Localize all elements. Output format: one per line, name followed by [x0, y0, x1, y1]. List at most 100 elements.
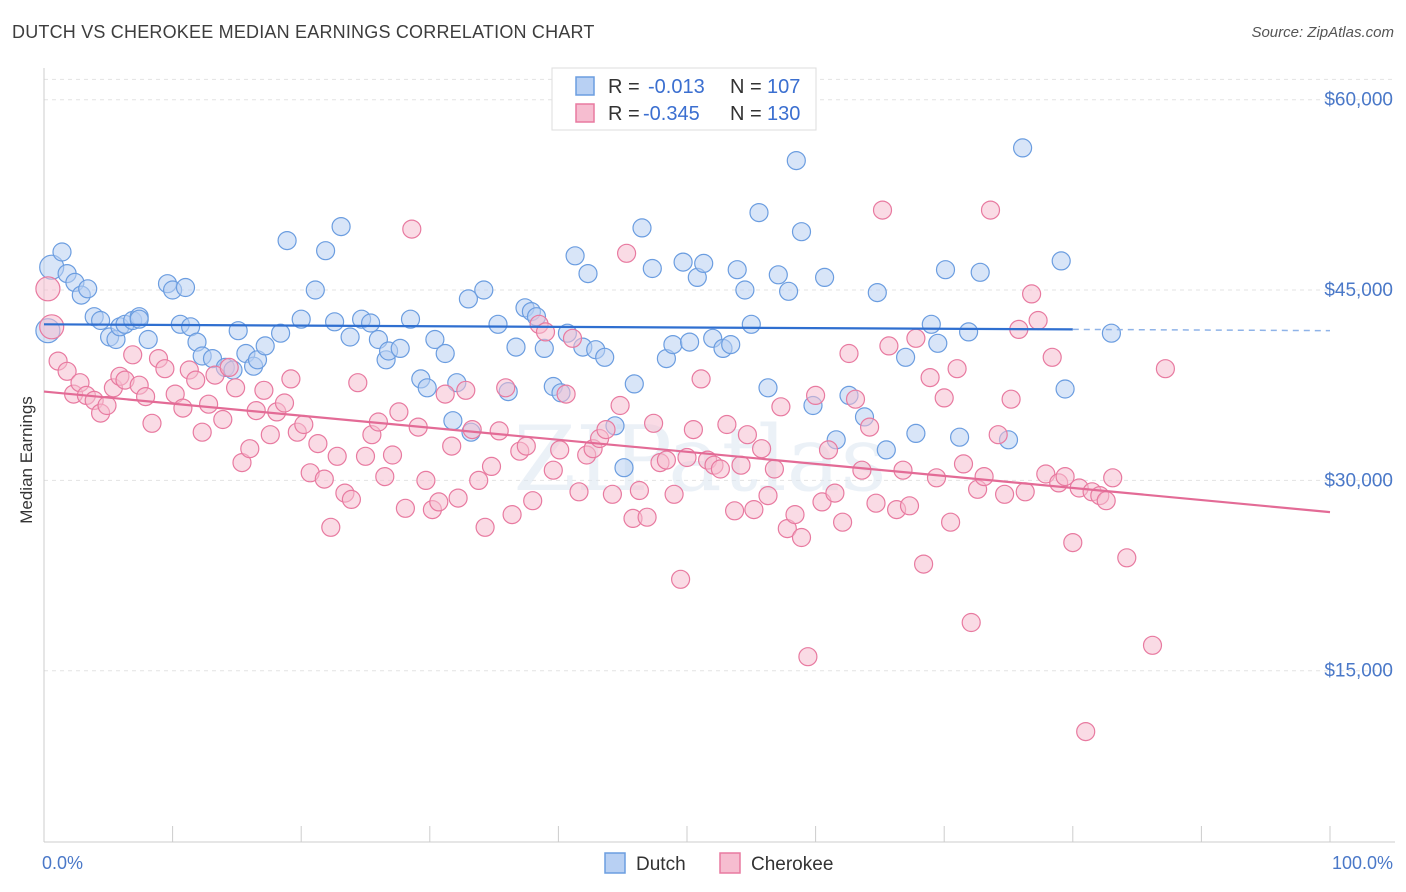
- point-cherokee: [219, 357, 239, 377]
- point-cherokee: [395, 498, 415, 518]
- point-cherokee: [643, 413, 664, 433]
- point-cherokee: [629, 480, 650, 501]
- point-cherokee: [375, 467, 395, 487]
- point-dutch: [331, 217, 351, 237]
- y-tick-label: $15,000: [1324, 661, 1393, 682]
- legend-swatch-dutch: [604, 852, 626, 874]
- point-dutch: [1012, 138, 1033, 158]
- axes: [43, 68, 1395, 843]
- point-cherokee: [866, 493, 886, 513]
- x-tick-labels: 0.0% 100.0%: [42, 853, 1393, 873]
- point-cherokee: [281, 369, 301, 389]
- point-cherokee: [839, 343, 859, 364]
- point-dutch: [138, 329, 158, 350]
- point-dutch: [1055, 379, 1075, 399]
- point-dutch: [291, 309, 311, 329]
- point-cherokee: [213, 409, 233, 430]
- point-dutch: [1101, 323, 1122, 343]
- point-dutch: [895, 347, 916, 367]
- point-cherokee: [516, 436, 536, 456]
- point-cherokee: [226, 378, 246, 398]
- point-cherokee: [462, 420, 482, 440]
- point-cherokee: [469, 470, 489, 490]
- point-dutch: [867, 283, 887, 303]
- point-cherokee: [481, 456, 502, 476]
- stats-legend-swatch-dutch: [575, 76, 595, 96]
- point-dutch: [921, 314, 941, 334]
- point-dutch: [52, 242, 72, 262]
- series-cherokee-points: [35, 200, 1176, 742]
- point-cherokee: [1142, 635, 1163, 655]
- point-cherokee: [523, 491, 543, 511]
- point-cherokee: [314, 469, 334, 489]
- point-dutch: [741, 314, 761, 334]
- point-dutch: [673, 252, 693, 272]
- point-cherokee: [926, 468, 947, 488]
- point-cherokee: [562, 328, 583, 348]
- stats-r-label-cherokee: R =: [608, 103, 640, 125]
- point-cherokee: [683, 420, 704, 440]
- point-cherokee: [155, 359, 175, 379]
- point-cherokee: [1103, 468, 1123, 488]
- point-dutch: [928, 333, 948, 353]
- point-cherokee: [543, 460, 563, 480]
- point-cherokee: [913, 554, 934, 574]
- trend-line-cherokee: [43, 390, 1331, 514]
- point-dutch: [361, 313, 381, 333]
- point-cherokee: [737, 425, 758, 445]
- point-dutch: [727, 260, 747, 280]
- point-dutch: [316, 241, 336, 261]
- point-cherokee: [173, 398, 193, 418]
- point-dutch: [565, 246, 585, 266]
- point-dutch: [78, 279, 98, 299]
- point-cherokee: [947, 359, 967, 379]
- point-dutch: [443, 411, 463, 431]
- point-cherokee: [556, 384, 576, 404]
- point-cherokee: [1055, 467, 1075, 487]
- point-dutch: [906, 423, 926, 443]
- y-tick-labels: $15,000 $30,000 $45,000 $60,000: [1324, 90, 1393, 682]
- point-dutch: [271, 323, 291, 343]
- stats-legend-box: [551, 67, 817, 131]
- point-dutch: [325, 312, 345, 332]
- point-dutch: [642, 258, 662, 279]
- point-cherokee: [1117, 548, 1137, 568]
- point-dutch: [458, 289, 478, 309]
- point-dutch: [305, 280, 325, 300]
- point-cherokee: [596, 420, 616, 440]
- point-dutch: [721, 335, 741, 355]
- point-cherokee: [798, 647, 818, 667]
- point-dutch: [814, 267, 835, 287]
- point-cherokee: [610, 395, 630, 416]
- point-dutch: [758, 378, 778, 398]
- point-cherokee: [785, 504, 805, 525]
- point-cherokee: [637, 507, 657, 527]
- point-cherokee: [442, 436, 462, 456]
- trend-lines: [43, 323, 1331, 514]
- point-cherokee: [994, 484, 1015, 504]
- point-cherokee: [832, 512, 853, 532]
- point-cherokee: [893, 460, 913, 480]
- point-cherokee: [934, 388, 954, 408]
- point-dutch: [90, 310, 111, 331]
- point-cherokee: [308, 434, 328, 454]
- point-cherokee: [818, 440, 839, 460]
- point-cherokee: [192, 422, 212, 442]
- point-cherokee: [1015, 482, 1035, 502]
- point-dutch: [694, 253, 714, 273]
- point-cherokee: [502, 504, 522, 525]
- point-dutch: [614, 458, 634, 478]
- stats-n-label-dutch: N =: [730, 76, 762, 98]
- point-dutch: [534, 338, 554, 358]
- point-cherokee: [731, 455, 751, 475]
- point-dutch: [400, 309, 421, 329]
- point-cherokee: [791, 527, 812, 548]
- point-cherokee: [456, 380, 476, 400]
- stats-r-value-cherokee: -0.345: [643, 103, 700, 125]
- point-cherokee: [321, 517, 341, 537]
- point-dutch: [768, 265, 788, 285]
- legend-label-cherokee: Cherokee: [751, 854, 833, 875]
- point-cherokee: [940, 512, 961, 532]
- point-cherokee: [274, 393, 295, 413]
